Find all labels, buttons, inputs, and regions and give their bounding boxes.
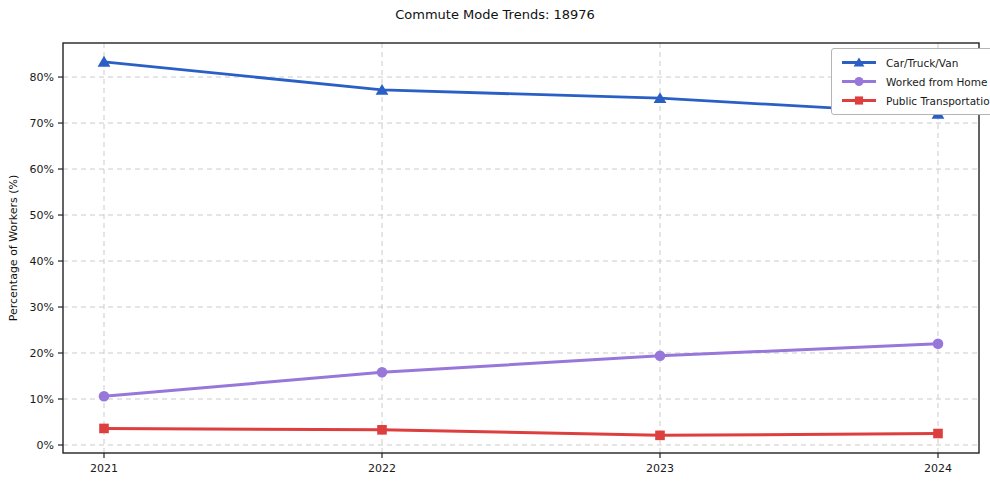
series-line (104, 344, 938, 396)
y-tick-label: 50% (30, 209, 54, 222)
circle-marker (854, 77, 863, 86)
square-marker (99, 424, 109, 434)
legend-item: Worked from Home (840, 73, 990, 90)
square-marker (377, 425, 387, 435)
y-axis-label: Percentage of Workers (%) (7, 175, 20, 322)
series-triangle (98, 56, 945, 119)
legend-swatch (840, 56, 878, 69)
figure: Commute Mode Trends: 18976 Percentage of… (0, 0, 990, 490)
x-tick-label: 2023 (646, 462, 674, 475)
circle-marker (99, 391, 110, 402)
square-marker (855, 96, 863, 104)
series-line (104, 428, 938, 435)
legend: Car/Truck/Van Worked from Home Public Tran… (831, 48, 990, 115)
y-tick-label: 20% (30, 347, 54, 360)
x-tick-label: 2022 (368, 462, 396, 475)
x-tick-label: 2021 (90, 462, 118, 475)
legend-item: Public Transportation (840, 92, 990, 109)
square-marker (655, 431, 665, 441)
circle-marker (933, 339, 944, 350)
series-line (104, 62, 938, 114)
square-marker (933, 429, 943, 439)
y-tick-label: 0% (37, 439, 54, 452)
y-tick-label: 60% (30, 163, 54, 176)
chart-title: Commute Mode Trends: 18976 (0, 7, 990, 22)
series-square (99, 424, 943, 440)
y-tick-label: 40% (30, 255, 54, 268)
legend-swatch (840, 75, 878, 88)
circle-marker (377, 367, 388, 378)
legend-label: Public Transportation (886, 95, 990, 107)
y-tick-label: 80% (30, 71, 54, 84)
x-tick-label: 2024 (924, 462, 952, 475)
y-tick-label: 30% (30, 301, 54, 314)
legend-swatch (840, 94, 878, 107)
legend-item: Car/Truck/Van (840, 54, 990, 71)
y-tick-label: 70% (30, 117, 54, 130)
legend-label: Car/Truck/Van (886, 57, 958, 69)
y-tick-label: 10% (30, 393, 54, 406)
series-circle (99, 339, 944, 402)
circle-marker (655, 350, 666, 361)
legend-label: Worked from Home (886, 76, 987, 88)
